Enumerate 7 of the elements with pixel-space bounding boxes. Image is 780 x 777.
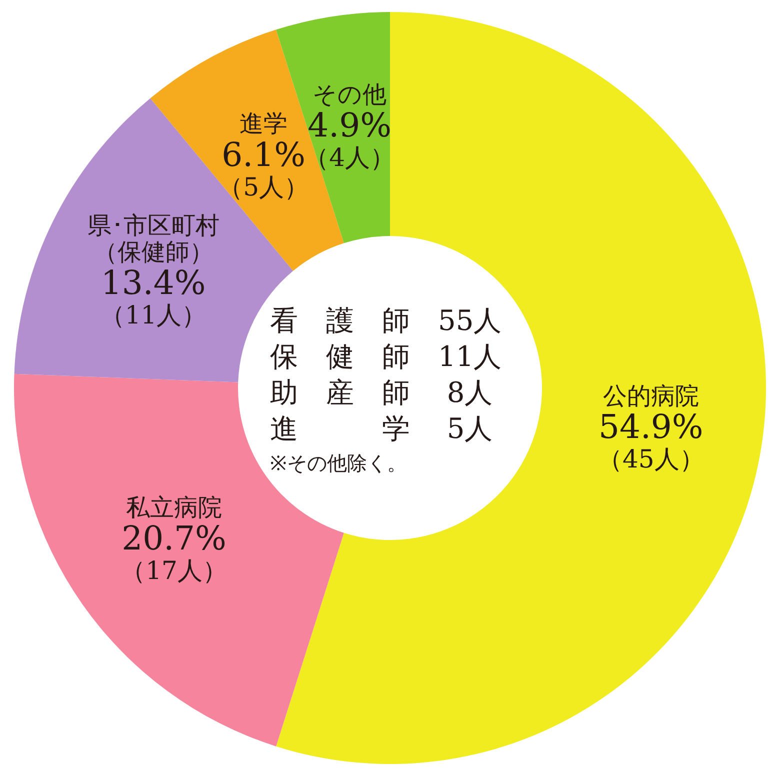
text: 看 護 師 55人 [270,304,502,337]
slice-label: 公的病院 [602,382,699,410]
text: ※その他除く。 [270,451,407,475]
text: 助 産 師 8人 [270,376,493,409]
data-label: 54.9% （45人） [597,407,704,474]
text: 保 健 師 11人 [270,340,502,373]
text: 進 学 5人 [270,412,493,445]
